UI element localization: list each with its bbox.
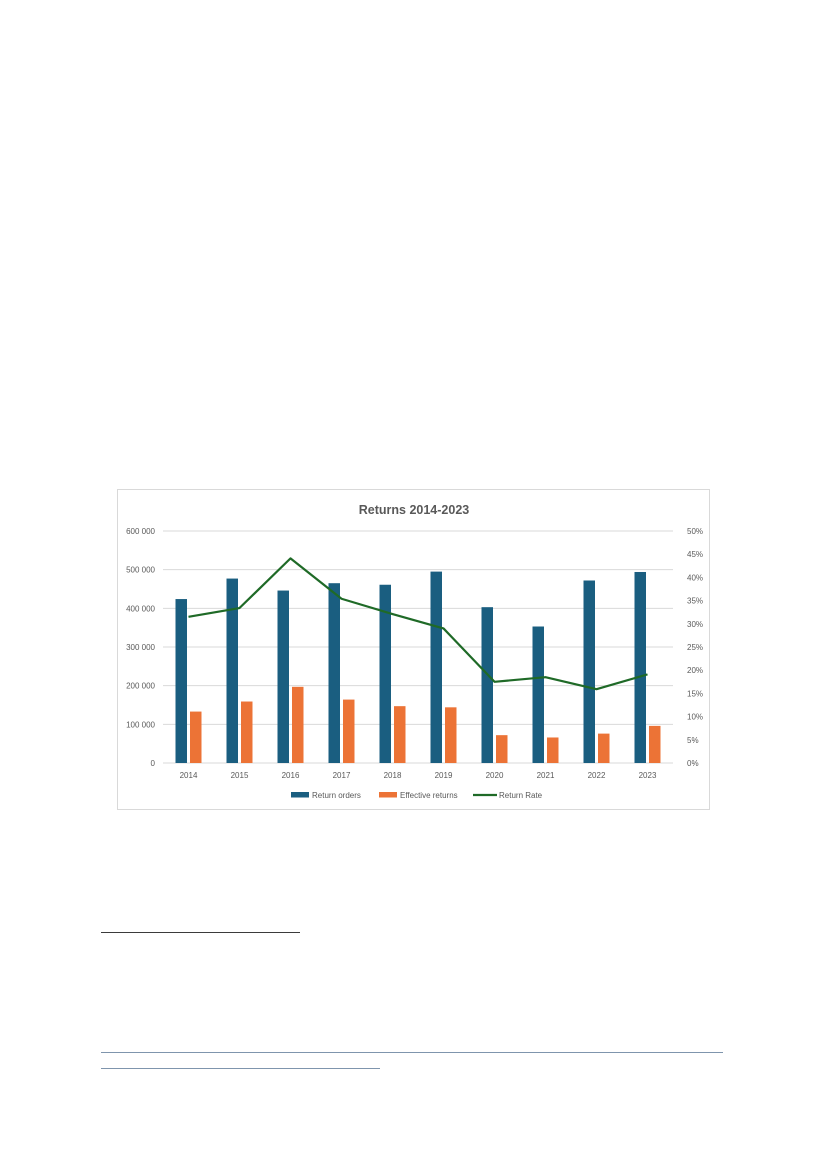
- x-axis-tick-label: 2018: [384, 771, 402, 780]
- legend: Return orders Effective returns Return Rat…: [291, 791, 543, 800]
- left-axis-tick-label: 400 000: [126, 604, 155, 613]
- line-return-rate: [188, 557, 648, 691]
- legend-label: Return Rate: [499, 791, 543, 800]
- right-axis-tick-label: 5%: [687, 736, 699, 745]
- right-axis-tick-label: 30%: [687, 620, 703, 629]
- bar-return-orders: [532, 626, 544, 763]
- x-axis-tick-label: 2023: [639, 771, 657, 780]
- right-axis-tick-label: 40%: [687, 573, 703, 582]
- legend-swatch: [291, 792, 309, 798]
- bar-effective-returns: [445, 707, 457, 763]
- x-axis-tick-label: 2019: [435, 771, 453, 780]
- right-axis-tick-label: 20%: [687, 666, 703, 675]
- bar-effective-returns: [394, 706, 406, 763]
- bar-return-orders: [277, 590, 289, 763]
- bar-effective-returns: [190, 711, 202, 763]
- gridlines: [163, 530, 673, 764]
- left-axis-tick-label: 200 000: [126, 682, 155, 691]
- legend-label: Effective returns: [400, 791, 458, 800]
- bar-effective-returns: [496, 735, 508, 763]
- hyperlink-underline: [101, 1068, 380, 1069]
- chart-canvas: Returns 2014-2023 0 100 000 200 000 300 000…: [126, 503, 703, 800]
- right-axis-tick-label: 10%: [687, 713, 703, 722]
- line-series: [188, 557, 648, 691]
- left-axis-tick-label: 300 000: [126, 643, 155, 652]
- bar-effective-returns: [649, 725, 661, 763]
- bar-effective-returns: [292, 686, 304, 763]
- hyperlink-underline: [101, 1052, 723, 1053]
- bar-series: [175, 571, 661, 763]
- x-axis-tick-label: 2021: [537, 771, 555, 780]
- footnote-separator: [101, 932, 300, 933]
- left-axis-tick-label: 0: [151, 759, 156, 768]
- bar-return-orders: [175, 599, 187, 763]
- x-axis-tick-label: 2014: [180, 771, 198, 780]
- legend-swatch: [379, 792, 397, 798]
- bar-return-orders: [379, 584, 391, 763]
- bar-return-orders: [430, 571, 442, 763]
- bar-effective-returns: [598, 733, 610, 763]
- x-axis-tick-label: 2017: [333, 771, 351, 780]
- right-axis-tick-label: 15%: [687, 689, 703, 698]
- bar-effective-returns: [241, 701, 253, 763]
- axis-labels: 0 100 000 200 000 300 000 400 000 500 000 600 …: [126, 527, 703, 780]
- left-axis-tick-label: 100 000: [126, 720, 155, 729]
- x-axis-tick-label: 2016: [282, 771, 300, 780]
- legend-label: Return orders: [312, 791, 361, 800]
- bar-return-orders: [226, 578, 238, 763]
- bar-effective-returns: [343, 699, 355, 763]
- bar-return-orders: [481, 607, 493, 763]
- right-axis-tick-label: 25%: [687, 643, 703, 652]
- left-axis-tick-label: 600 000: [126, 527, 155, 536]
- returns-chart: Returns 2014-2023 0 100 000 200 000 300 000…: [117, 489, 710, 810]
- left-axis-tick-label: 500 000: [126, 566, 155, 575]
- x-axis-tick-label: 2020: [486, 771, 504, 780]
- x-axis-tick-label: 2015: [231, 771, 249, 780]
- x-axis-tick-label: 2022: [588, 771, 606, 780]
- bar-return-orders: [583, 580, 595, 763]
- right-axis-tick-label: 0%: [687, 759, 699, 768]
- right-axis-tick-label: 50%: [687, 527, 703, 536]
- bar-return-orders: [634, 571, 646, 763]
- bar-return-orders: [328, 583, 340, 763]
- right-axis-tick-label: 35%: [687, 597, 703, 606]
- right-axis-tick-label: 45%: [687, 550, 703, 559]
- chart-title: Returns 2014-2023: [359, 503, 470, 517]
- bar-effective-returns: [547, 737, 559, 763]
